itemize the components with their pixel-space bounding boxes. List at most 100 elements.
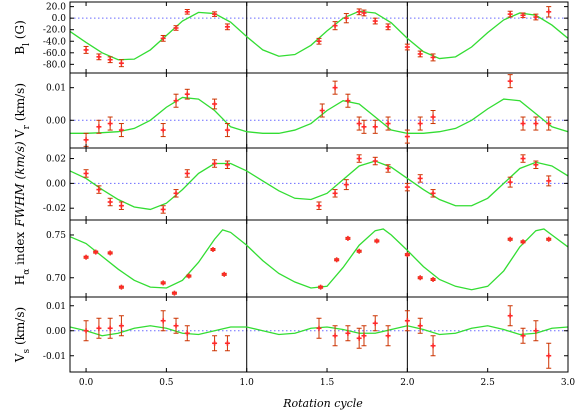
data-point [404, 310, 410, 332]
data-point [385, 164, 391, 173]
y-tick-label: -20.0 [43, 26, 66, 36]
data-point [417, 174, 423, 183]
data-point [332, 80, 338, 95]
y-tick-label: 0.00 [46, 327, 66, 337]
data-point [361, 9, 367, 17]
data-point [430, 53, 436, 62]
y-tick-label: 0.00 [46, 179, 66, 189]
data-point [107, 197, 113, 207]
data-point [184, 88, 190, 100]
data-point [316, 37, 322, 45]
data-point [520, 239, 526, 245]
data-point [374, 238, 380, 244]
data-point [212, 98, 218, 110]
data-point [316, 201, 322, 210]
data-point [83, 169, 89, 178]
y-axis-title-subscript: r [22, 124, 32, 129]
data-point [430, 189, 436, 198]
y-axis-title: Vr (km/s) [13, 83, 32, 139]
y-tick-label: 0.70 [46, 274, 66, 284]
x-axis-title: Rotation cycle [282, 397, 363, 410]
model-curve [70, 160, 568, 211]
data-point [404, 43, 410, 51]
y-tick-label: -0.01 [43, 352, 66, 362]
data-point [385, 23, 391, 31]
data-point [345, 235, 351, 241]
data-point [319, 103, 325, 118]
data-point [107, 250, 113, 256]
data-point [160, 280, 166, 286]
data-point [372, 315, 378, 332]
x-tick-label: 2.0 [400, 378, 415, 388]
data-point [361, 325, 367, 347]
y-tick-label: 0.01 [46, 302, 66, 312]
data-point [334, 257, 340, 263]
data-point [96, 119, 102, 134]
data-point [160, 310, 166, 332]
y-tick-label: 0.00 [46, 116, 66, 126]
model-curve [70, 228, 568, 291]
y-axis-title-main: H [13, 275, 27, 285]
data-point [212, 159, 218, 168]
data-point [430, 276, 436, 282]
data-point [107, 116, 113, 131]
y-axis-title-subscript: l [22, 43, 32, 46]
data-point [404, 182, 410, 192]
data-point [520, 116, 526, 131]
data-point [385, 325, 391, 347]
data-point [533, 160, 539, 169]
y-axis-title-unit: (km/s) [13, 83, 27, 125]
panel-fwhm: 0.02 0.00 -0.02 FWHM (km/s) [13, 141, 569, 228]
data-point [430, 335, 436, 357]
data-point [332, 189, 338, 198]
data-point [546, 116, 552, 131]
data-point [546, 6, 552, 18]
data-point [507, 176, 513, 188]
data-point [221, 271, 227, 277]
x-tick-label: 0.0 [79, 378, 94, 388]
x-tick-label: 1.5 [320, 378, 335, 388]
data-point [345, 325, 351, 342]
data-point [417, 116, 423, 131]
data-point [356, 327, 362, 349]
data-point [224, 123, 230, 138]
y-axis-title-main: FWHM (km/s) [13, 141, 27, 228]
data-point [173, 317, 179, 334]
data-point [173, 25, 179, 31]
data-point [356, 8, 362, 16]
x-tick-label: 3.0 [561, 378, 576, 388]
data-point [83, 132, 89, 147]
data-point [332, 21, 338, 31]
y-axis-title: FWHM (km/s) [13, 141, 27, 228]
data-point [107, 317, 113, 339]
y-axis-title-unit: index [13, 232, 27, 269]
x-tick-label: 1.0 [240, 378, 255, 388]
data-point [385, 116, 391, 131]
data-point [546, 175, 552, 187]
data-point [533, 13, 539, 21]
y-axis-title-main: V [13, 353, 27, 363]
data-point [96, 185, 102, 194]
data-point [417, 317, 423, 334]
data-point [318, 284, 324, 290]
y-tick-label: -60.0 [43, 49, 66, 59]
data-point [118, 284, 124, 290]
y-tick-label: 0.0 [52, 14, 67, 24]
data-point [210, 247, 216, 253]
data-point [417, 50, 423, 58]
data-point [96, 53, 102, 61]
panel-frame [69, 296, 569, 373]
data-point [507, 236, 513, 242]
data-point [184, 9, 190, 15]
data-point [118, 315, 124, 337]
data-point [224, 23, 230, 31]
data-point [345, 93, 351, 108]
y-axis-title: Vs (km/s) [13, 307, 32, 363]
panel-bl: 20.00.0 -20.0-40.0 -60.0-80.0 Bl (G) [13, 1, 569, 74]
data-point [186, 273, 192, 279]
data-point [316, 317, 322, 339]
y-axis-title-subscript: s [22, 348, 32, 353]
data-point [118, 201, 124, 210]
y-tick-label: -40.0 [43, 37, 66, 47]
panel-frame [69, 72, 569, 149]
